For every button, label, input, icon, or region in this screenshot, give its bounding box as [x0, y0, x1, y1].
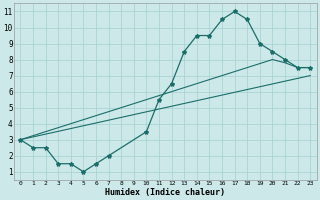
X-axis label: Humidex (Indice chaleur): Humidex (Indice chaleur) — [105, 188, 225, 197]
